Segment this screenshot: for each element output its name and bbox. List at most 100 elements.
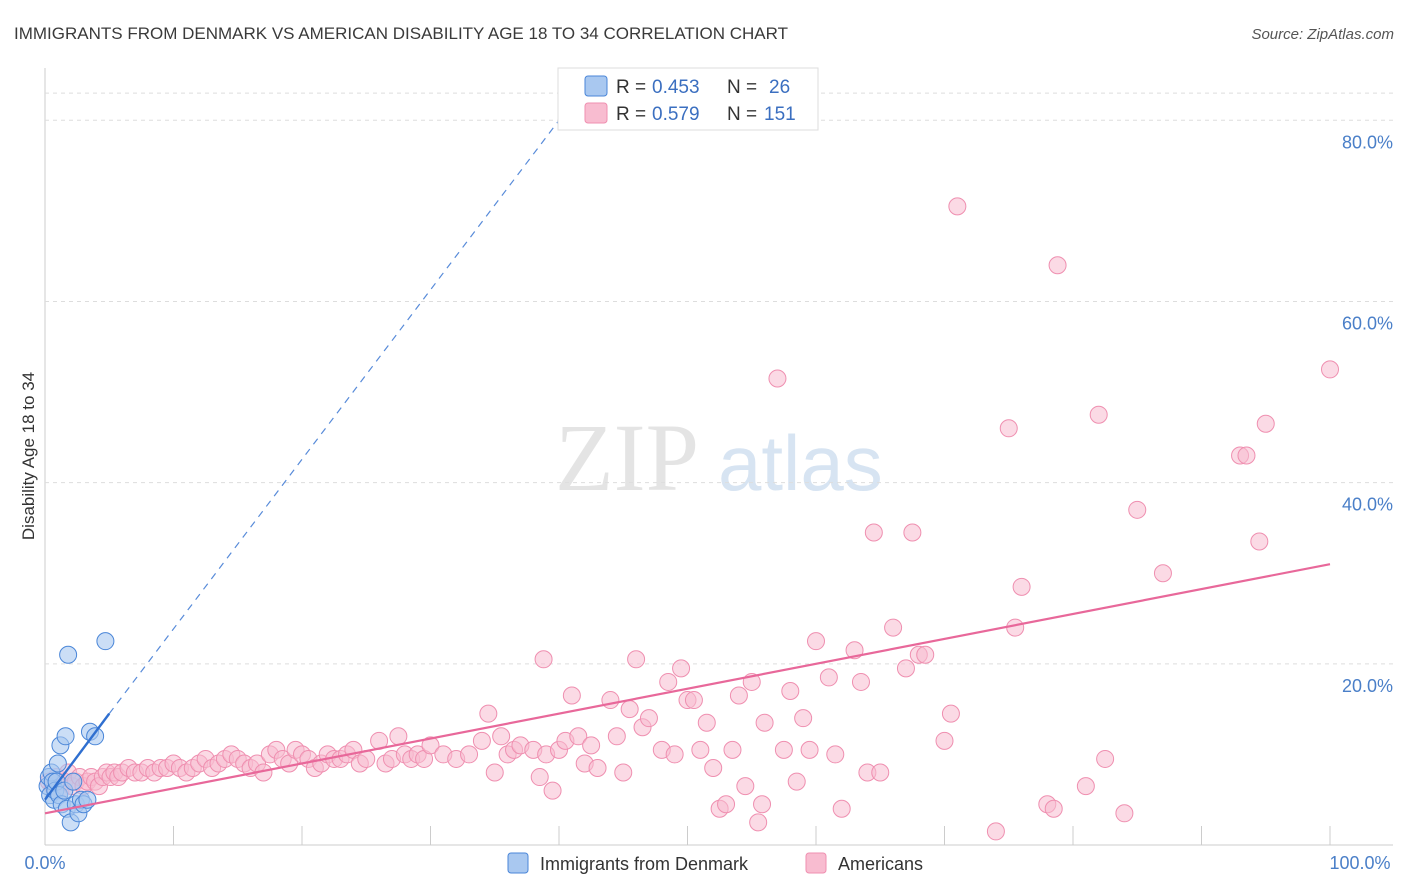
americans-point [1006,618,1025,637]
legend-americans-swatch [805,852,827,874]
americans-point [1250,532,1269,551]
americans-point [753,795,772,814]
legend-denmark-label: Immigrants from Denmark [540,854,749,874]
americans-point [774,740,793,759]
denmark-point [96,632,115,651]
watermark: ZIP atlas [555,404,883,511]
americans-point [1128,500,1147,519]
americans-point [672,659,691,678]
americans-point [582,736,601,755]
americans-point [639,709,658,728]
americans-point [1115,804,1134,823]
americans-r-value: 0.579 [652,104,700,125]
denmark-r-label: R = [616,77,646,98]
americans-point [807,632,825,651]
americans-point [614,763,633,782]
americans-point [781,682,800,700]
americans-point [755,713,774,732]
trend-lines [44,119,1331,815]
americans-point [1256,414,1275,433]
americans-point [986,822,1005,841]
americans-point [472,731,491,750]
denmark-n-label: N = [727,77,757,98]
chart-title: IMMIGRANTS FROM DENMARK VS AMERICAN DISA… [14,24,788,43]
americans-point [1089,405,1108,424]
denmark-n-value: 26 [769,77,790,98]
americans-point [717,795,736,814]
americans-point [864,523,883,542]
americans-point [460,745,479,764]
denmark-point [56,727,75,746]
denmark-point [64,772,83,791]
americans-point [800,740,819,759]
americans-point [826,745,845,764]
americans-point [421,736,440,755]
legend-americans-label: Americans [838,854,923,874]
americans-point [1048,256,1067,275]
americans-point [588,759,607,777]
americans-point [794,709,813,728]
denmark-trend-extension [108,119,560,715]
americans-point [543,781,562,800]
americans-point [530,768,549,787]
americans-trend-line [44,563,1331,815]
americans-point [691,740,710,759]
denmark-points [38,632,115,832]
americans-points [39,197,1339,841]
svg-text:atlas: atlas [718,419,883,507]
americans-point [569,727,588,746]
americans-point [665,745,684,764]
denmark-point [59,645,78,664]
americans-point [768,369,787,388]
x-ticks [173,826,1331,845]
americans-point [935,731,954,750]
americans-point [896,659,915,678]
americans-point [1076,777,1095,796]
americans-point [1096,749,1115,768]
americans-point [627,650,646,669]
x-tick-label-max: 100.0% [1329,853,1390,873]
americans-r-label: R = [616,104,646,125]
denmark-r-value: 0.453 [652,77,700,98]
americans-point [389,727,408,746]
grid-lines [45,92,1393,665]
denmark-trend-line [44,712,111,801]
americans-point [916,645,935,664]
americans-point [534,650,553,669]
denmark-swatch [584,75,608,97]
americans-point [562,686,581,705]
americans-point [485,763,504,782]
americans-point [819,668,838,687]
stats-legend: R = 0.453 N = 26 R = 0.579 N = 151 [557,67,819,131]
americans-point [1237,446,1256,465]
legend-denmark-swatch [507,852,529,874]
y-tick-label: 60.0% [1342,313,1393,333]
americans-n-label: N = [727,104,757,125]
americans-point [607,727,626,746]
americans-point [851,672,870,691]
americans-point [749,813,768,832]
americans-point [723,740,742,759]
y-tick-label: 40.0% [1342,495,1393,515]
denmark-point [48,754,67,773]
americans-point [948,197,967,216]
americans-point [871,763,890,782]
americans-point [787,772,806,791]
x-tick-label-min: 0.0% [24,853,65,873]
denmark-point [86,727,105,746]
americans-point [1153,564,1172,583]
y-tick-label: 20.0% [1342,676,1393,696]
americans-point [729,686,748,705]
americans-point [1012,577,1031,596]
y-axis-label: Disability Age 18 to 34 [19,372,38,540]
americans-swatch [584,102,608,124]
americans-point [684,691,703,710]
americans-point [736,777,755,796]
americans-point [884,618,903,637]
y-tick-labels: 20.0% 40.0% 60.0% 80.0% [1342,132,1393,696]
americans-point [601,691,620,710]
chart-source: Source: ZipAtlas.com [1251,26,1394,43]
americans-point [941,704,960,723]
americans-point [1321,360,1339,379]
